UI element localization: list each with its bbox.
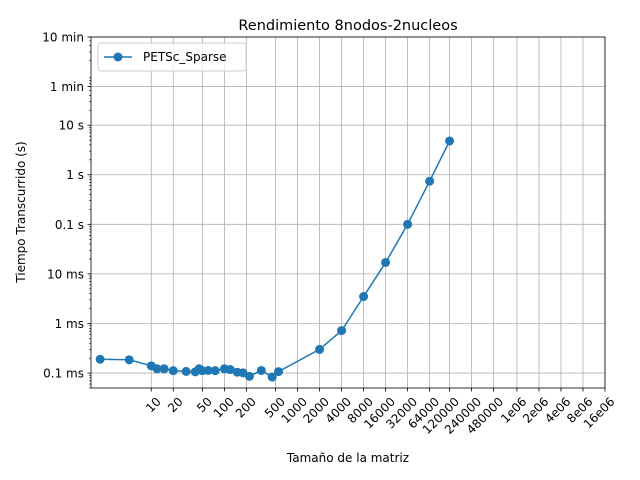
legend-box [97, 42, 247, 72]
y-tick-label: 1 s [66, 168, 84, 182]
x-axis-title: Tamaño de la matriz [286, 451, 409, 465]
data-point [256, 365, 266, 375]
data-point [203, 365, 213, 375]
y-axis: 0.1 ms 1 ms 10 ms 0.1 s 1 s 10 s 1 min 10 min [42, 31, 91, 389]
chart-title: Rendimiento 8nodos-2nucleos [238, 18, 457, 34]
y-axis-title: Tiempo Transcurrido (s) [14, 141, 28, 283]
data-point [274, 367, 284, 377]
data-point [445, 136, 455, 146]
y-tick-label: 10 s [59, 119, 84, 133]
y-tick-label: 1 min [50, 80, 84, 94]
series [95, 136, 455, 382]
data-point [359, 292, 369, 302]
grid [91, 36, 606, 388]
y-tick-label: 1 ms [55, 317, 84, 331]
legend-label: PETSc_Sparse [143, 50, 227, 64]
data-point [159, 364, 169, 374]
data-point [95, 354, 105, 364]
data-point [425, 176, 435, 186]
data-point [337, 326, 347, 336]
legend: PETSc_Sparse [97, 42, 247, 72]
legend-marker [113, 52, 123, 62]
data-point [267, 372, 277, 382]
plot-frame [90, 36, 606, 389]
data-point [244, 371, 254, 381]
data-point [225, 365, 235, 375]
data-point [210, 366, 220, 376]
y-tick-label: 0.1 s [55, 218, 84, 232]
data-point [381, 257, 391, 267]
data-point [152, 364, 162, 374]
y-tick-label: 10 min [42, 31, 84, 45]
y-tick-label: 10 ms [47, 267, 84, 281]
data-point [181, 366, 191, 376]
data-point [124, 355, 134, 365]
data-point [315, 344, 325, 354]
y-tick-label: 0.1 ms [43, 367, 84, 381]
data-point [168, 366, 178, 376]
data-point [403, 219, 413, 229]
